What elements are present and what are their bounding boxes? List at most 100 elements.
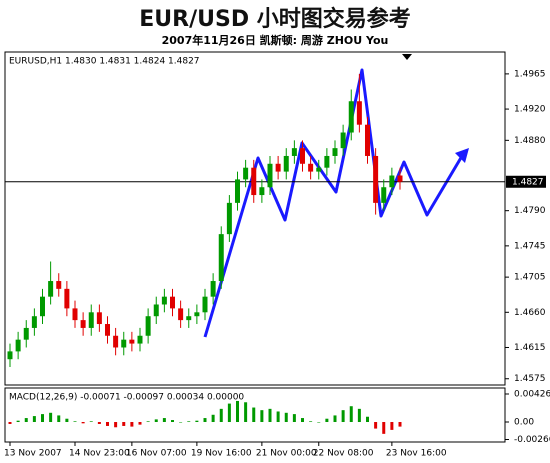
macd-bar [114, 422, 118, 428]
macd-bar [236, 400, 239, 423]
candle-body [15, 339, 21, 352]
candle-body [332, 148, 338, 156]
candle-body [194, 312, 200, 317]
candle-body [161, 296, 167, 305]
y-tick-label: 1.4745 [514, 241, 546, 251]
macd-bar [382, 422, 386, 434]
candle-body [178, 308, 184, 321]
macd-bar [122, 422, 126, 426]
y-tick-label: 1.4660 [514, 308, 546, 318]
macd-bar [130, 422, 134, 427]
candle-body [72, 308, 78, 321]
macd-bar [284, 412, 288, 423]
macd-bar [341, 410, 345, 423]
macd-bar [349, 406, 353, 423]
candle-body [121, 339, 127, 348]
chart-title: EUR/USD 小时图交易参考 [139, 6, 411, 32]
macd-bar [154, 419, 158, 423]
macd-bar [268, 408, 272, 423]
candle-body [31, 316, 37, 328]
x-tick-label: 22 Nov 08:00 [313, 449, 374, 459]
x-tick-label: 23 Nov 16:00 [386, 449, 447, 459]
candle-body [397, 175, 403, 182]
macd-bar [32, 416, 36, 423]
last-price-label: 1.4827 [512, 177, 544, 187]
candle-body [186, 316, 192, 321]
macd-bar [16, 420, 20, 423]
y-tick-label: 1.4790 [514, 206, 546, 216]
macd-bar [195, 420, 199, 423]
candle-body [145, 316, 151, 336]
macd-bar [317, 422, 321, 423]
macd-bar [65, 418, 69, 423]
macd-bar [357, 408, 361, 423]
x-tick-label: 14 Nov 23:00 [69, 449, 130, 459]
chart-subtitle: 2007年11月26日 凯斯顿: 周游 ZHOU You [162, 33, 389, 47]
macd-bar [211, 414, 215, 423]
macd-bar [292, 414, 296, 423]
macd-header: MACD(12,26,9) -0.00071 -0.00097 0.00034 … [9, 393, 244, 403]
candle-body [300, 148, 305, 164]
macd-bar [227, 403, 231, 423]
macd-bar [8, 422, 12, 424]
macd-bar [106, 422, 109, 426]
candle-body [23, 327, 29, 340]
candle-body [64, 288, 70, 309]
candle-body [170, 296, 175, 309]
x-tick-label: 19 Nov 16:00 [191, 449, 252, 459]
macd-bar [398, 422, 402, 427]
macd-bar [374, 422, 378, 429]
macd-bar [73, 421, 77, 423]
candle-body [356, 101, 362, 125]
arrow-head [455, 148, 469, 163]
candle-body [48, 281, 54, 297]
candle-body [283, 155, 289, 172]
macd-bar [325, 418, 329, 423]
macd-bar [244, 402, 248, 423]
macd-bar [366, 416, 369, 423]
candle-body [56, 281, 62, 289]
candle-body [381, 187, 387, 203]
candle-body [259, 187, 265, 196]
macd-tick-label: 0.00 [514, 418, 534, 428]
candle-body [251, 167, 257, 196]
macd-bar [49, 412, 53, 423]
macd-bar [162, 418, 166, 423]
macd-tick-label: 0.00426 [514, 389, 550, 399]
last-price-box [506, 175, 546, 188]
macd-bar [252, 407, 256, 423]
candle-body [202, 296, 208, 313]
candle-body [308, 163, 314, 172]
x-tick-label: 13 Nov 2007 [4, 449, 62, 459]
candle-body [96, 312, 102, 325]
macd-bar [146, 421, 150, 423]
y-tick-label: 1.4615 [514, 343, 546, 353]
candle-body [105, 324, 110, 336]
macd-bar [203, 418, 207, 423]
candle-body [340, 132, 346, 149]
y-tick-label: 1.4880 [514, 136, 546, 146]
macd-tick-label: -0.00266 [514, 435, 550, 445]
candle-body [137, 335, 143, 344]
macd-bar [276, 411, 280, 423]
candle-body [389, 175, 395, 188]
macd-bar [179, 422, 183, 423]
period-marker [402, 54, 412, 60]
candle-body [373, 155, 379, 203]
macd-bar [260, 410, 264, 423]
macd-bar [41, 414, 44, 423]
macd-bar [138, 422, 142, 425]
candle-body [243, 167, 249, 180]
macd-bar [219, 408, 223, 423]
macd-bar [187, 421, 191, 423]
y-tick-label: 1.4965 [514, 69, 546, 79]
candle-body [80, 320, 86, 328]
symbol-header: EURUSD,H1 1.4830 1.4831 1.4824 1.4827 [9, 57, 200, 67]
price-panel [4, 51, 506, 386]
macd-bar [301, 418, 304, 423]
macd-bar [24, 418, 28, 423]
candle-body [324, 155, 330, 168]
candle-body [267, 163, 273, 188]
candle-body [348, 101, 354, 133]
candle-body [40, 296, 45, 317]
